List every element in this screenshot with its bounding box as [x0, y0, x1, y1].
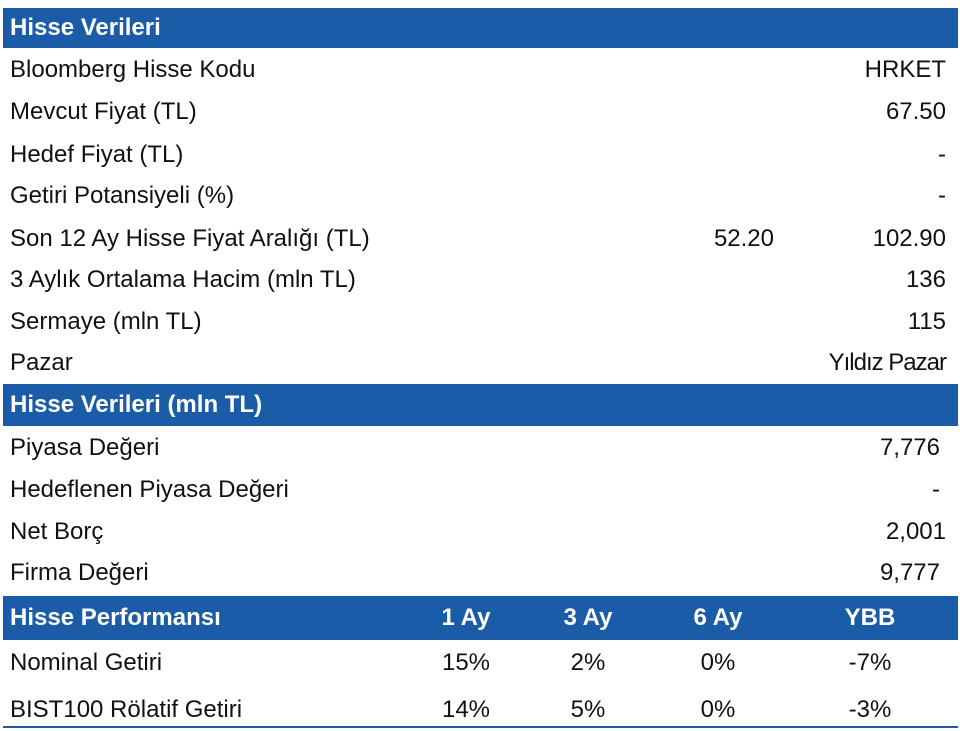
- row-value: HRKET: [864, 56, 946, 83]
- table-row: Piyasa Değeri 7,776: [0, 427, 960, 469]
- row-label: Getiri Potansiyeli (%): [10, 182, 235, 209]
- row-label: Nominal Getiri: [10, 649, 163, 676]
- row-label: BIST100 Rölatif Getiri: [10, 696, 243, 723]
- column-header: YBB: [844, 604, 896, 631]
- range-low-value: 52.20: [713, 225, 774, 252]
- table-row: Pazar Yıldız Pazar: [0, 342, 960, 384]
- cell-value: 2%: [570, 649, 606, 676]
- row-label: Son 12 Ay Hisse Fiyat Aralığı (TL): [10, 225, 370, 252]
- table-row: Bloomberg Hisse Kodu HRKET: [0, 49, 960, 91]
- row-value: 7,776: [879, 434, 940, 461]
- row-label: 3 Aylık Ortalama Hacim (mln TL): [10, 266, 356, 293]
- row-label: Hedef Fiyat (TL): [10, 141, 184, 168]
- table-row: BIST100 Rölatif Getiri 14% 5% 0% -3%: [0, 689, 960, 731]
- section-header-stock-data: Hisse Verileri: [3, 8, 958, 48]
- bottom-border: [3, 726, 958, 728]
- table-row: Sermaye (mln TL) 115: [0, 301, 960, 343]
- row-value: Yıldız Pazar: [828, 349, 947, 376]
- section-title: Hisse Performansı: [10, 604, 221, 631]
- cell-value: 5%: [570, 696, 606, 723]
- table-row: Hedeflenen Piyasa Değeri -: [0, 469, 960, 511]
- row-label: Net Borç: [10, 518, 104, 545]
- row-label: Hedeflenen Piyasa Değeri: [10, 476, 289, 503]
- table-row: Net Borç 2,001: [0, 511, 960, 553]
- table-row: Getiri Potansiyeli (%) -: [0, 175, 960, 217]
- table-row: Firma Değeri 9,777: [0, 552, 960, 594]
- column-header: 6 Ay: [693, 604, 743, 631]
- cell-value: 14%: [441, 696, 491, 723]
- row-value: 115: [907, 308, 946, 335]
- row-value: 136: [905, 266, 946, 293]
- row-value: -: [932, 476, 940, 503]
- table-row: 3 Aylık Ortalama Hacim (mln TL) 136: [0, 259, 960, 301]
- column-header: 1 Ay: [441, 604, 491, 631]
- section-header-performance: Hisse Performansı 1 Ay 3 Ay 6 Ay YBB: [3, 596, 958, 640]
- table-row: Nominal Getiri 15% 2% 0% -7%: [0, 642, 960, 684]
- row-label: Pazar: [10, 349, 73, 376]
- row-value: 2,001: [885, 518, 946, 545]
- row-value: 9,777: [879, 559, 940, 586]
- row-value: 67.50: [885, 98, 946, 125]
- row-label: Firma Değeri: [10, 559, 149, 586]
- section-title: Hisse Verileri: [10, 14, 161, 41]
- table-row: Mevcut Fiyat (TL) 67.50: [0, 91, 960, 133]
- cell-value: -7%: [848, 649, 892, 676]
- table-row: Hedef Fiyat (TL) -: [0, 134, 960, 176]
- row-value: -: [938, 182, 946, 209]
- section-title: Hisse Verileri (mln TL): [10, 391, 263, 418]
- table-row: Son 12 Ay Hisse Fiyat Aralığı (TL) 52.20…: [0, 218, 960, 260]
- row-value: -: [938, 141, 946, 168]
- row-label: Piyasa Değeri: [10, 434, 160, 461]
- row-label: Bloomberg Hisse Kodu: [10, 56, 256, 83]
- column-header: 3 Ay: [563, 604, 613, 631]
- row-label: Sermaye (mln TL): [10, 308, 202, 335]
- cell-value: 0%: [700, 649, 736, 676]
- row-label: Mevcut Fiyat (TL): [10, 98, 197, 125]
- cell-value: 0%: [700, 696, 736, 723]
- section-header-market-data: Hisse Verileri (mln TL): [3, 384, 958, 426]
- cell-value: -3%: [848, 696, 892, 723]
- cell-value: 15%: [441, 649, 491, 676]
- row-value: 102.90: [872, 225, 946, 252]
